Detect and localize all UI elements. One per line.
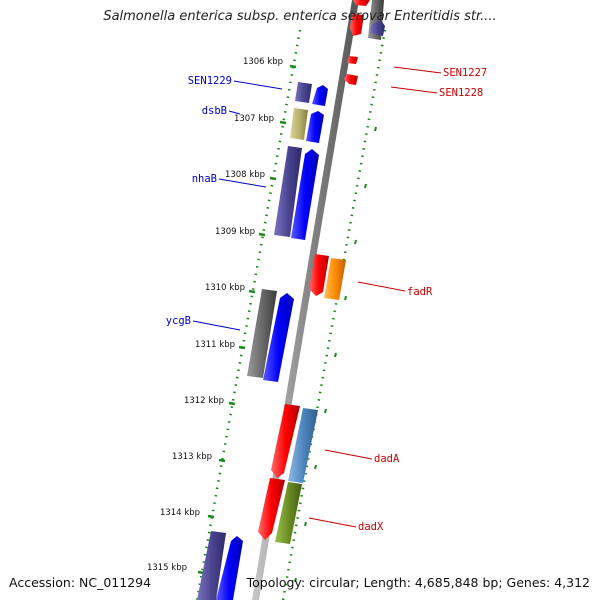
gene-label-sen1229[interactable]: SEN1229 <box>188 75 232 87</box>
gene-label-fadr[interactable]: fadR <box>407 286 433 298</box>
gene-label-sen1227[interactable]: SEN1227 <box>443 67 487 79</box>
kbp-tick-label: 1311 kbp <box>195 340 235 350</box>
gene-sen1229-cds[interactable] <box>312 85 328 106</box>
gene-sen1229-feature[interactable] <box>295 82 312 103</box>
gene-dada-feature[interactable] <box>288 408 318 483</box>
gene-ycgb-feature[interactable] <box>247 289 277 378</box>
left-tick-marks <box>197 64 297 575</box>
kbp-tick-label: 1307 kbp <box>234 114 274 124</box>
right-feature-track <box>258 0 385 544</box>
gene-label-sen1228[interactable]: SEN1228 <box>439 87 483 99</box>
gene-fadr-feature[interactable] <box>324 258 346 300</box>
left-label-connectors <box>192 80 283 331</box>
gene-label-dsbb[interactable]: dsbB <box>202 105 227 117</box>
left-feature-track <box>197 82 328 600</box>
genome-title: Salmonella enterica subsp. enterica sero… <box>103 9 497 24</box>
gene-top-partial-blue[interactable] <box>370 20 385 36</box>
gene-top-partial-red2[interactable] <box>350 14 364 36</box>
right-label-connectors <box>308 66 442 528</box>
right-tick-marks <box>294 126 377 583</box>
gene-dadx-feature[interactable] <box>275 482 302 544</box>
kbp-tick-label: 1310 kbp <box>205 283 245 293</box>
gene-label-dadx[interactable]: dadX <box>358 521 384 533</box>
gene-label-nhab[interactable]: nhaB <box>192 173 217 185</box>
gene-fadr[interactable] <box>309 254 329 296</box>
kbp-tick-label: 1309 kbp <box>215 227 255 237</box>
gene-label-ycgb[interactable]: ycgB <box>166 315 191 327</box>
gene-nhab-feature[interactable] <box>274 146 302 237</box>
accession-text: Accession: NC_011294 <box>9 575 152 590</box>
kbp-tick-label: 1313 kbp <box>172 452 212 462</box>
gene-dadx[interactable] <box>258 478 285 540</box>
gene-partial-cds[interactable] <box>216 536 243 600</box>
gene-nhab-cds[interactable] <box>291 149 319 240</box>
gene-dsbb-cds[interactable] <box>306 111 324 143</box>
gene-dsbb-feature[interactable] <box>290 108 308 140</box>
gene-dada[interactable] <box>271 404 300 478</box>
kbp-tick-label: 1315 kbp <box>147 563 187 573</box>
gene-sen1228[interactable] <box>344 74 358 85</box>
gene-partial-feature[interactable] <box>197 531 226 600</box>
gene-label-dada[interactable]: dadA <box>374 453 400 465</box>
genome-summary-text: Topology: circular; Length: 4,685,848 bp… <box>246 575 590 590</box>
kbp-tick-label: 1314 kbp <box>160 508 200 518</box>
gene-ycgb-cds[interactable] <box>263 293 294 382</box>
gene-top-partial-red[interactable] <box>353 0 370 6</box>
kbp-tick-label: 1306 kbp <box>243 57 283 67</box>
kbp-tick-label: 1308 kbp <box>225 170 265 180</box>
kbp-tick-label: 1312 kbp <box>184 396 224 406</box>
gene-sen1227[interactable] <box>347 56 358 64</box>
